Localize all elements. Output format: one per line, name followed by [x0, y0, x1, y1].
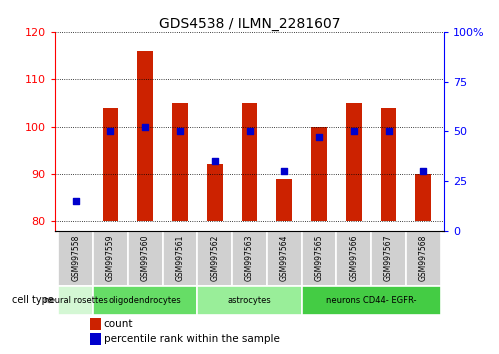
Bar	[90, 333, 101, 345]
Bar	[163, 231, 198, 286]
Bar	[232, 231, 267, 286]
Text: percentile rank within the sample: percentile rank within the sample	[104, 334, 279, 344]
Text: GSM997565: GSM997565	[314, 235, 323, 281]
Text: neurons CD44- EGFR-: neurons CD44- EGFR-	[326, 296, 416, 305]
Bar	[103, 108, 118, 221]
Bar	[198, 286, 301, 315]
Text: GSM997561: GSM997561	[176, 235, 185, 281]
Text: GSM997560: GSM997560	[141, 235, 150, 281]
Bar	[90, 318, 101, 330]
Bar	[406, 231, 441, 286]
Bar	[58, 286, 93, 315]
Point	[72, 198, 80, 204]
Bar	[93, 231, 128, 286]
Point	[176, 129, 184, 134]
Bar	[311, 126, 327, 221]
Text: GSM997567: GSM997567	[384, 235, 393, 281]
Bar	[137, 51, 153, 221]
Bar	[301, 286, 441, 315]
Bar	[93, 286, 198, 315]
Text: GSM997563: GSM997563	[245, 235, 254, 281]
Bar	[172, 103, 188, 221]
Text: GSM997559: GSM997559	[106, 235, 115, 281]
Bar	[336, 231, 371, 286]
Title: GDS4538 / ILMN_2281607: GDS4538 / ILMN_2281607	[159, 17, 340, 31]
Point	[211, 158, 219, 164]
Bar	[198, 231, 232, 286]
Bar	[381, 108, 396, 221]
Text: GSM997566: GSM997566	[349, 235, 358, 281]
Text: astrocytes: astrocytes	[228, 296, 271, 305]
Bar	[242, 103, 257, 221]
Point	[419, 168, 427, 174]
Point	[315, 135, 323, 140]
Point	[141, 125, 149, 130]
Bar	[301, 231, 336, 286]
Bar	[416, 174, 431, 221]
Text: neural rosettes: neural rosettes	[44, 296, 108, 305]
Bar	[267, 231, 301, 286]
Point	[280, 168, 288, 174]
Point	[106, 129, 114, 134]
Text: GSM997568: GSM997568	[419, 235, 428, 281]
Point	[385, 129, 393, 134]
Bar	[58, 231, 93, 286]
Bar	[346, 103, 362, 221]
Text: GSM997558: GSM997558	[71, 235, 80, 281]
Text: oligodendrocytes: oligodendrocytes	[109, 296, 182, 305]
Text: GSM997564: GSM997564	[280, 235, 289, 281]
Text: cell type: cell type	[12, 295, 54, 305]
Bar	[207, 164, 223, 221]
Text: count: count	[104, 319, 133, 329]
Point	[350, 129, 358, 134]
Bar	[371, 231, 406, 286]
Point	[246, 129, 253, 134]
Bar	[276, 179, 292, 221]
Text: GSM997562: GSM997562	[210, 235, 219, 281]
Bar	[128, 231, 163, 286]
